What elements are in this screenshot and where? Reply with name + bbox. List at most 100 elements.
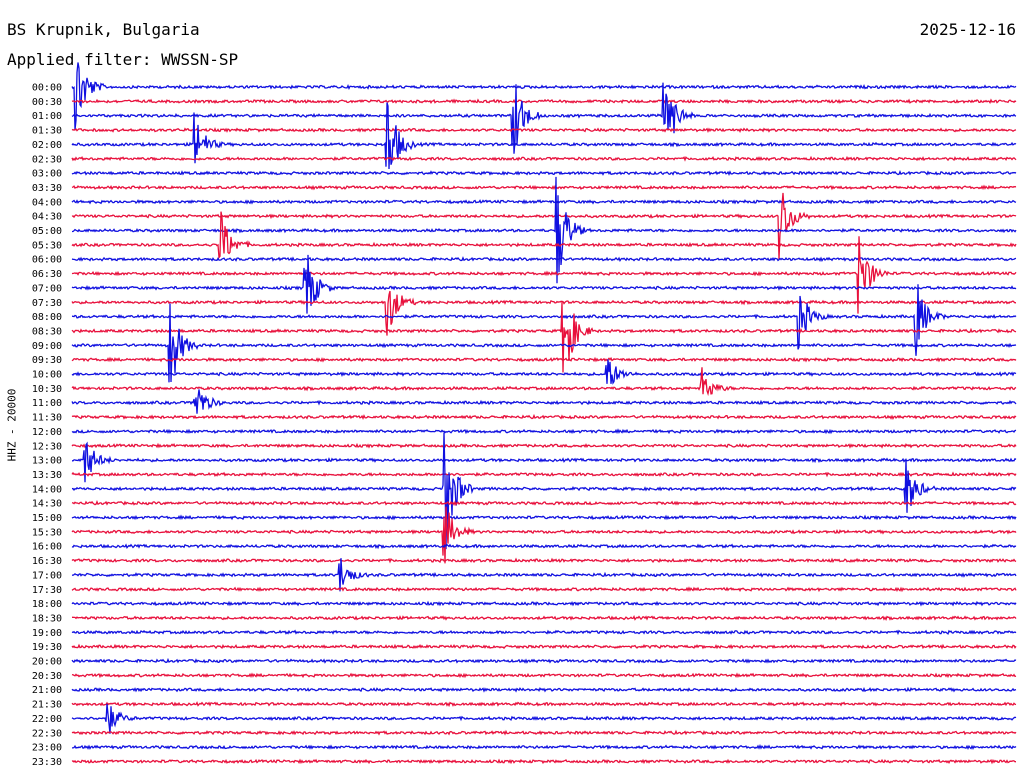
trace-row-0730 bbox=[71, 290, 1017, 336]
row-time-label: 20:30 bbox=[32, 671, 62, 682]
trace-row-1330 bbox=[71, 471, 1017, 478]
row-time-label: 05:00 bbox=[32, 226, 62, 237]
row-time-label: 08:00 bbox=[32, 312, 62, 323]
trace-row-0930 bbox=[71, 356, 1017, 363]
trace-row-1030 bbox=[71, 367, 1017, 397]
trace-row-2330 bbox=[71, 758, 1016, 765]
row-time-label: 16:00 bbox=[32, 542, 62, 553]
trace-row-0830 bbox=[71, 301, 1017, 373]
row-time-label: 09:00 bbox=[32, 341, 62, 352]
trace-row-1800 bbox=[71, 600, 1017, 607]
trace-row-0900 bbox=[71, 303, 1017, 383]
trace-row-1130 bbox=[71, 413, 1017, 420]
row-time-label: 00:30 bbox=[32, 97, 62, 108]
row-time-label: 02:00 bbox=[32, 140, 62, 151]
row-time-label: 14:00 bbox=[32, 484, 62, 495]
row-time-label: 21:30 bbox=[32, 700, 62, 711]
trace-row-1700 bbox=[71, 558, 1017, 592]
trace-row-1230 bbox=[71, 442, 1017, 449]
trace-row-1900 bbox=[71, 629, 1017, 636]
row-time-label: 15:00 bbox=[32, 513, 62, 524]
row-time-label: 13:00 bbox=[32, 456, 62, 467]
trace-row-0300 bbox=[71, 169, 1017, 176]
trace-row-1000 bbox=[71, 359, 1017, 385]
row-time-label: 01:00 bbox=[32, 111, 62, 122]
row-time-label: 08:30 bbox=[32, 326, 62, 337]
row-time-label: 13:30 bbox=[32, 470, 62, 481]
trace-row-1530 bbox=[71, 506, 1017, 564]
row-time-label: 11:00 bbox=[32, 398, 62, 409]
row-time-label: 14:30 bbox=[32, 499, 62, 510]
trace-row-0400 bbox=[71, 198, 1017, 205]
row-time-label: 22:30 bbox=[32, 728, 62, 739]
row-time-label: 04:00 bbox=[32, 197, 62, 208]
record-date: 2025-12-16 bbox=[919, 20, 1016, 39]
row-time-label: 16:30 bbox=[32, 556, 62, 567]
row-time-label: 07:00 bbox=[32, 283, 62, 294]
row-time-label: 09:30 bbox=[32, 355, 62, 366]
row-time-label: 19:30 bbox=[32, 642, 62, 653]
trace-row-0100 bbox=[71, 82, 1017, 154]
trace-row-2230 bbox=[71, 729, 1017, 736]
row-time-label: 17:30 bbox=[32, 585, 62, 596]
row-time-label: 02:30 bbox=[32, 154, 62, 165]
row-time-label: 12:30 bbox=[32, 441, 62, 452]
trace-row-1300 bbox=[72, 441, 1017, 483]
trace-row-1830 bbox=[72, 615, 1017, 622]
trace-row-0230 bbox=[71, 155, 1017, 162]
trace-row-0430 bbox=[71, 192, 1017, 260]
trace-row-2130 bbox=[71, 701, 1017, 708]
trace-row-0700 bbox=[71, 254, 1017, 314]
row-time-label: 18:00 bbox=[32, 599, 62, 610]
row-time-label: 11:30 bbox=[32, 413, 62, 424]
trace-row-1730 bbox=[71, 586, 1017, 593]
row-time-label: 15:30 bbox=[32, 527, 62, 538]
trace-row-1400 bbox=[71, 432, 1017, 550]
trace-row-2030 bbox=[71, 672, 1017, 679]
trace-row-1600 bbox=[71, 543, 1017, 550]
row-time-label: 06:00 bbox=[32, 255, 62, 266]
row-time-label: 19:00 bbox=[32, 628, 62, 639]
filter-label: Applied filter: WWSSN-SP bbox=[7, 50, 239, 69]
trace-row-2300 bbox=[72, 744, 1017, 750]
trace-row-0600 bbox=[71, 256, 1017, 263]
row-time-label: 06:30 bbox=[32, 269, 62, 280]
row-time-label: 22:00 bbox=[32, 714, 62, 725]
trace-row-1430 bbox=[71, 499, 1017, 507]
trace-row-0000 bbox=[71, 62, 1017, 130]
row-time-label: 10:30 bbox=[32, 384, 62, 395]
row-time-label: 20:00 bbox=[32, 657, 62, 668]
row-time-label: 05:30 bbox=[32, 240, 62, 251]
row-time-label: 01:30 bbox=[32, 126, 62, 137]
trace-row-0800 bbox=[71, 284, 1017, 356]
row-time-label: 18:30 bbox=[32, 613, 62, 624]
trace-row-0030 bbox=[71, 98, 1017, 105]
row-time-label: 12:00 bbox=[32, 427, 62, 438]
row-time-label: 04:30 bbox=[32, 212, 62, 223]
trace-row-2100 bbox=[71, 686, 1017, 693]
row-time-label: 23:30 bbox=[32, 757, 62, 768]
row-time-label: 03:30 bbox=[32, 183, 62, 194]
trace-row-1930 bbox=[71, 643, 1017, 650]
trace-row-2200 bbox=[71, 703, 1017, 734]
trace-row-0530 bbox=[71, 211, 1017, 260]
row-time-label: 07:30 bbox=[32, 298, 62, 309]
trace-row-1500 bbox=[71, 514, 1017, 521]
trace-row-1630 bbox=[71, 557, 1017, 564]
trace-row-0200 bbox=[71, 102, 1017, 170]
trace-row-1200 bbox=[71, 428, 1017, 435]
row-time-label: 03:00 bbox=[32, 169, 62, 180]
row-time-label: 10:00 bbox=[32, 370, 62, 381]
trace-row-0130 bbox=[71, 127, 1017, 134]
trace-row-0500 bbox=[72, 176, 1017, 284]
row-time-label: 00:00 bbox=[32, 83, 62, 94]
trace-row-0330 bbox=[71, 184, 1017, 191]
row-time-label: 21:00 bbox=[32, 685, 62, 696]
row-time-label: 23:00 bbox=[32, 743, 62, 754]
trace-row-1100 bbox=[71, 389, 1017, 414]
trace-row-0630 bbox=[71, 236, 1017, 314]
row-time-label: 17:00 bbox=[32, 570, 62, 581]
trace-row-2000 bbox=[71, 657, 1017, 664]
station-title: BS Krupnik, Bulgaria bbox=[7, 20, 200, 39]
